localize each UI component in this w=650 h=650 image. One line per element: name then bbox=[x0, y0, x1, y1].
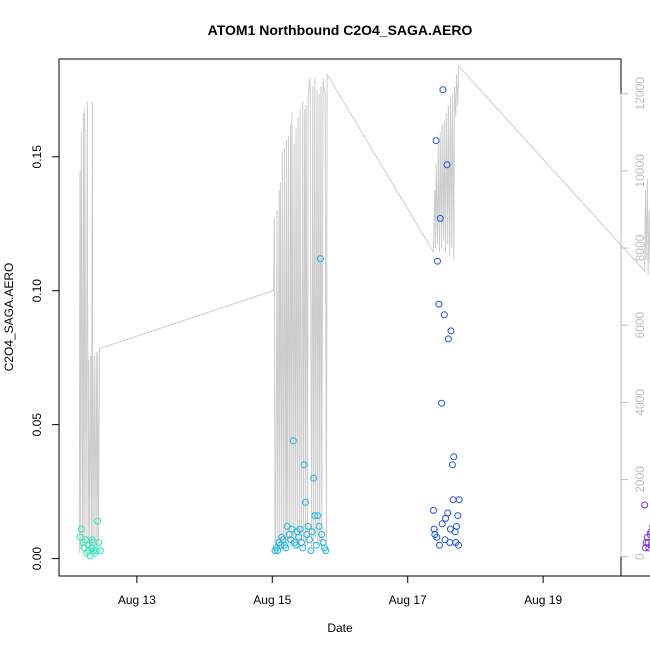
data-point-series-1 bbox=[77, 525, 85, 533]
x-tick-label: Aug 15 bbox=[253, 593, 291, 607]
data-point-series-3 bbox=[447, 327, 455, 335]
altitude-line bbox=[78, 66, 650, 553]
data-point-series-3 bbox=[448, 461, 456, 469]
data-point-series-2 bbox=[304, 522, 312, 530]
data-point-series-2 bbox=[311, 512, 319, 520]
data-point-series-3 bbox=[444, 335, 452, 343]
data-point-series-4 bbox=[641, 501, 649, 509]
data-point-series-3 bbox=[455, 541, 462, 549]
data-point-series-4 bbox=[647, 528, 650, 536]
data-point-series-3 bbox=[429, 506, 437, 514]
x-tick-label: Aug 19 bbox=[524, 593, 562, 607]
data-point-series-3 bbox=[453, 522, 460, 530]
y2-tick-label: 12000 bbox=[633, 77, 647, 111]
data-point-series-2 bbox=[316, 255, 324, 263]
y2-tick-label: 2000 bbox=[633, 466, 647, 493]
data-point-series-3 bbox=[443, 161, 451, 169]
data-point-series-3 bbox=[435, 300, 443, 308]
altitude-line-layer bbox=[78, 66, 650, 553]
data-point-series-2 bbox=[300, 461, 308, 469]
data-point-series-1 bbox=[81, 536, 89, 544]
data-point-series-2 bbox=[312, 541, 320, 549]
data-point-series-1 bbox=[95, 539, 103, 546]
data-point-series-3 bbox=[436, 541, 443, 549]
data-point-series-2 bbox=[292, 541, 300, 549]
data-point-series-2 bbox=[303, 531, 311, 538]
x-tick-label: Aug 13 bbox=[118, 593, 156, 607]
data-point-series-3 bbox=[441, 536, 449, 544]
y2-tick-label: 0 bbox=[633, 553, 647, 560]
y-tick-label: 0.10 bbox=[30, 279, 44, 303]
data-point-series-3 bbox=[444, 509, 452, 517]
chart-title: ATOM1 Northbound C2O4_SAGA.AERO bbox=[208, 22, 473, 38]
y2-tick-label: 8000 bbox=[633, 234, 647, 261]
data-point-series-2 bbox=[296, 525, 304, 533]
data-point-series-3 bbox=[434, 257, 441, 265]
y-axis-label: C2O4_SAGA.AERO bbox=[2, 263, 16, 372]
data-point-series-4 bbox=[641, 544, 649, 552]
data-point-series-2 bbox=[322, 547, 330, 555]
data-point-series-1 bbox=[94, 517, 102, 525]
data-point-series-2 bbox=[310, 474, 318, 482]
y2-tick-label: 4000 bbox=[633, 389, 647, 416]
data-point-series-2 bbox=[295, 533, 303, 541]
plot-frame bbox=[58, 58, 622, 577]
y-tick-label: 0.05 bbox=[30, 413, 44, 437]
data-point-series-2 bbox=[314, 512, 322, 520]
data-point-series-2 bbox=[274, 547, 282, 555]
data-point-series-4 bbox=[644, 539, 650, 546]
data-point-series-2 bbox=[282, 544, 290, 552]
y-axis: 0.00 0.05 0.10 0.15 bbox=[30, 145, 60, 571]
data-points-layer bbox=[76, 86, 650, 560]
data-point-series-1 bbox=[92, 547, 100, 555]
data-point-series-3 bbox=[449, 496, 457, 504]
data-point-series-2 bbox=[318, 531, 326, 538]
data-point-series-2 bbox=[299, 544, 307, 552]
data-point-series-1 bbox=[88, 536, 96, 544]
data-point-series-3 bbox=[439, 86, 447, 94]
data-point-series-2 bbox=[308, 528, 316, 536]
y-tick-label: 0.15 bbox=[30, 145, 44, 169]
data-point-series-2 bbox=[302, 498, 309, 506]
data-point-series-3 bbox=[438, 520, 446, 528]
data-point-series-3 bbox=[438, 399, 446, 407]
y2-tick-label: 6000 bbox=[633, 312, 647, 339]
y2-tick-label: 10000 bbox=[633, 154, 647, 188]
data-point-series-2 bbox=[289, 437, 297, 445]
data-point-series-2 bbox=[315, 522, 323, 530]
x-tick-label: Aug 17 bbox=[389, 593, 427, 607]
data-point-series-3 bbox=[436, 214, 444, 222]
x-axis-label: Date bbox=[327, 621, 353, 635]
data-point-series-3 bbox=[454, 512, 462, 520]
y-tick-label: 0.00 bbox=[30, 547, 44, 571]
data-point-series-4 bbox=[646, 531, 650, 538]
data-point-series-3 bbox=[430, 525, 438, 533]
data-point-series-3 bbox=[450, 453, 458, 461]
data-point-series-3 bbox=[433, 533, 441, 541]
data-point-series-3 bbox=[446, 525, 454, 533]
data-point-series-2 bbox=[306, 536, 313, 544]
data-point-series-2 bbox=[276, 541, 284, 549]
data-point-series-3 bbox=[455, 496, 463, 504]
data-point-series-3 bbox=[440, 311, 448, 319]
data-point-series-2 bbox=[288, 525, 296, 533]
data-point-series-2 bbox=[307, 547, 315, 555]
data-point-series-3 bbox=[432, 137, 440, 145]
y2-axis: 0 2000 4000 6000 8000 10000 12000 bbox=[620, 77, 647, 560]
data-point-series-1 bbox=[96, 547, 104, 555]
data-point-series-1 bbox=[76, 533, 84, 541]
